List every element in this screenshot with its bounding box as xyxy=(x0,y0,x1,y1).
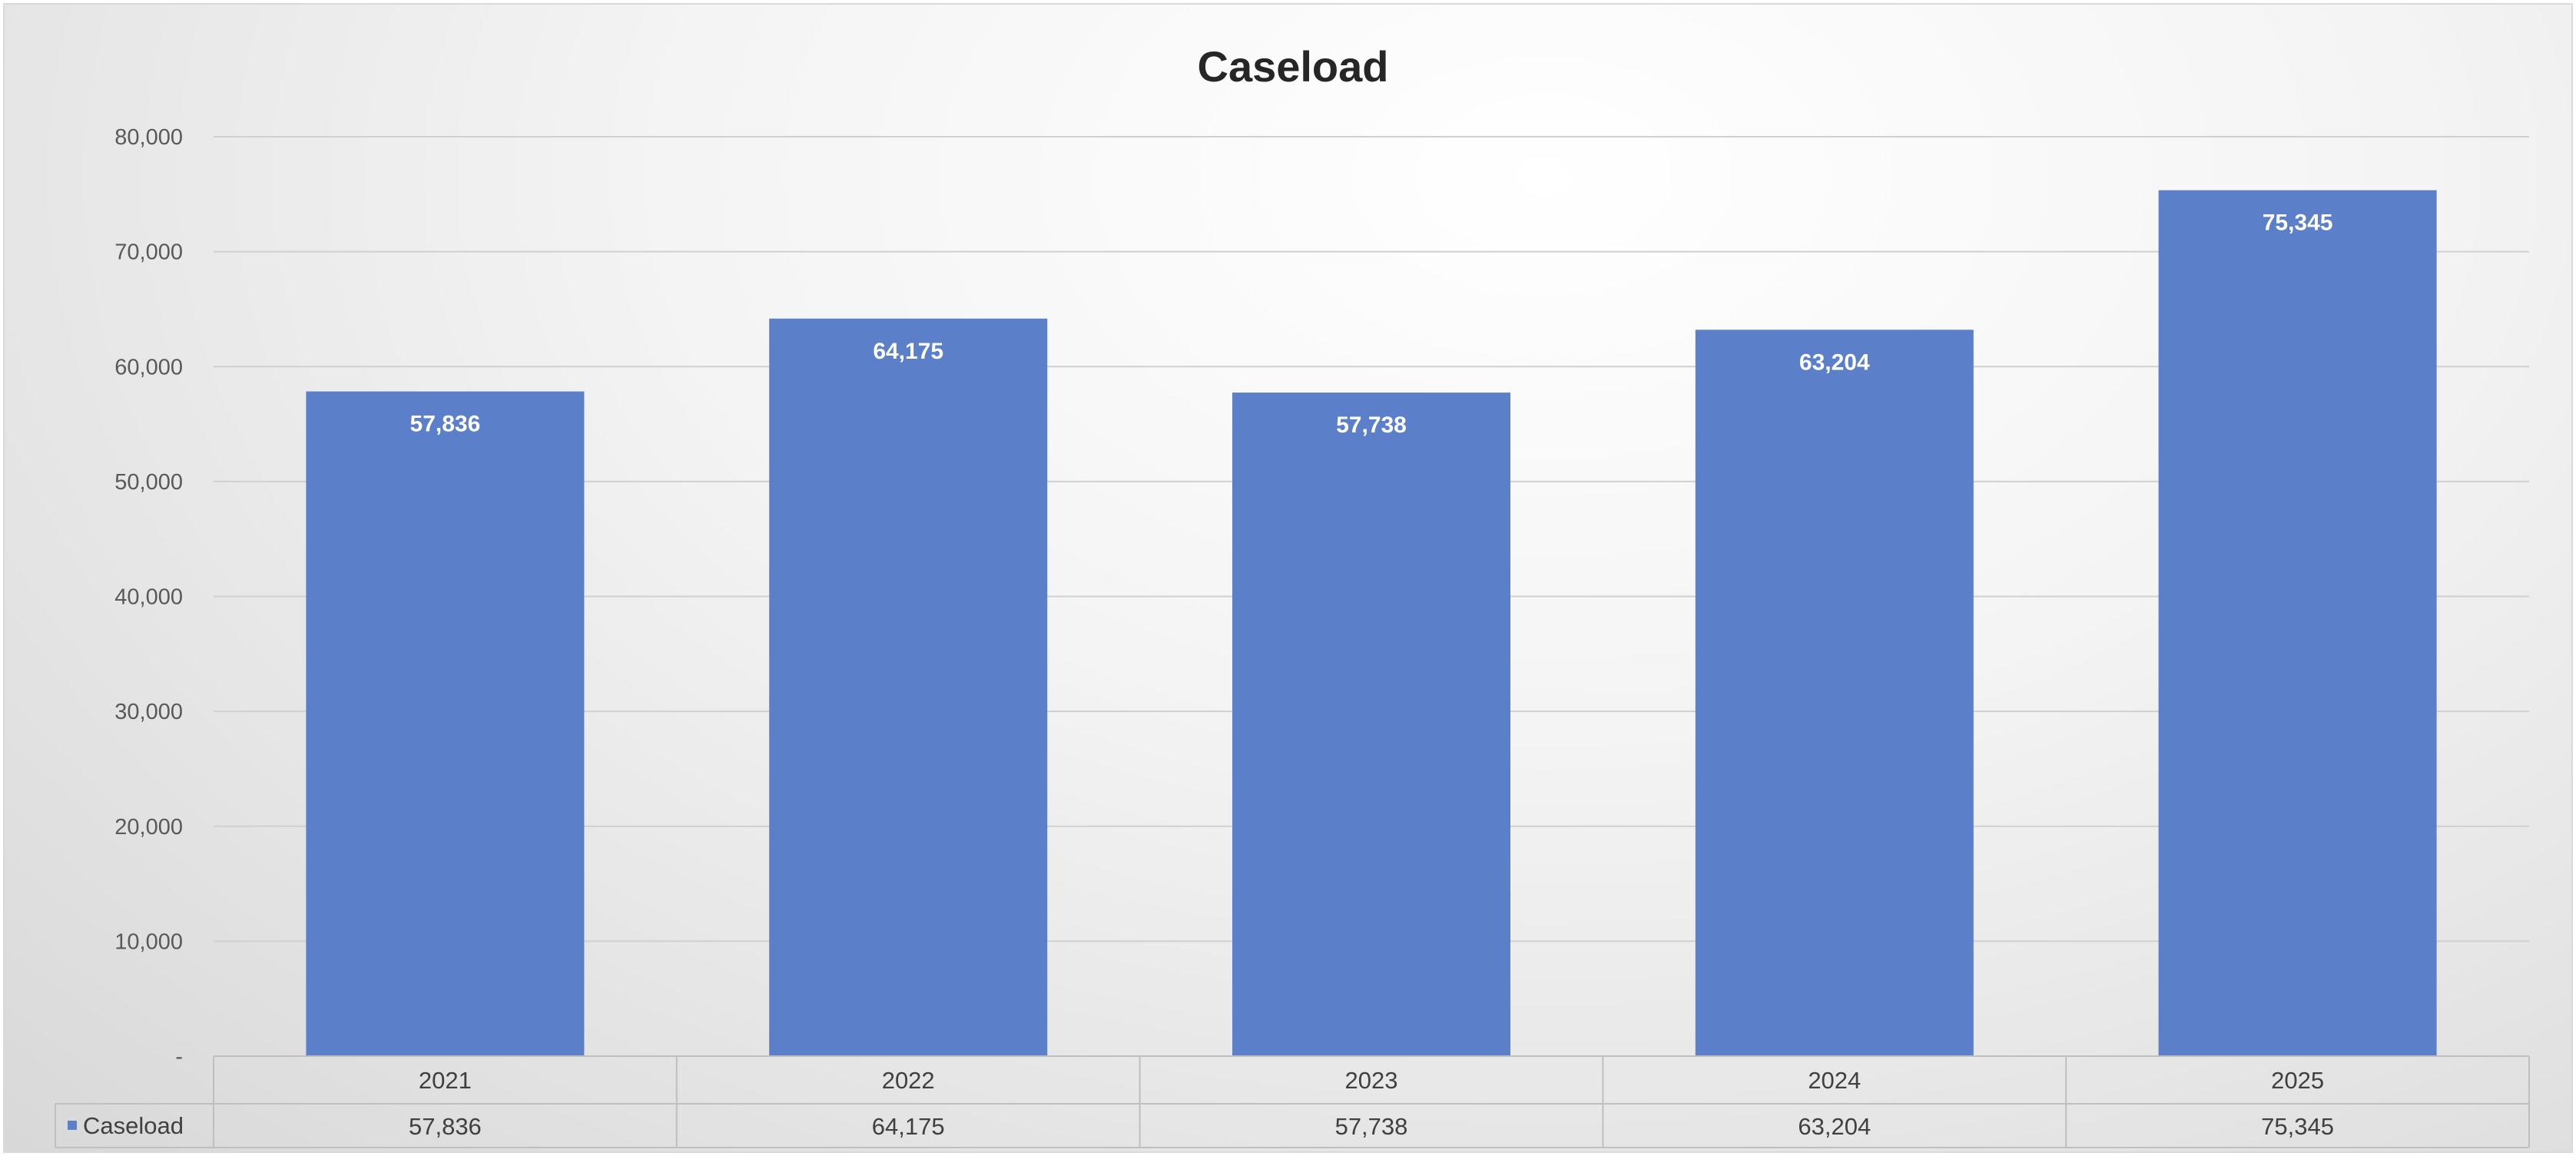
chart-title: Caseload xyxy=(1198,42,1389,91)
y-tick-label: 10,000 xyxy=(114,929,183,954)
y-tick-label: - xyxy=(175,1045,183,1069)
data-label-2021: 57,836 xyxy=(410,412,481,437)
data-table-value-2025: 75,345 xyxy=(2261,1113,2334,1140)
data-label-2023: 57,738 xyxy=(1336,412,1407,438)
y-tick-label: 80,000 xyxy=(114,125,183,150)
y-tick-label: 20,000 xyxy=(114,815,183,840)
category-label-2025: 2025 xyxy=(2271,1067,2324,1094)
data-label-2022: 64,175 xyxy=(873,339,943,364)
data-table-value-2023: 57,738 xyxy=(1335,1113,1408,1140)
bar-2025 xyxy=(2158,190,2437,1057)
bar-2021 xyxy=(306,391,585,1056)
category-label-2022: 2022 xyxy=(882,1067,935,1094)
legend-key xyxy=(68,1121,77,1130)
data-table-value-2021: 57,836 xyxy=(409,1113,482,1140)
data-label-2024: 63,204 xyxy=(1799,349,1870,375)
category-label-2024: 2024 xyxy=(1808,1067,1861,1094)
y-tick-label: 50,000 xyxy=(114,470,183,495)
category-label-2021: 2021 xyxy=(419,1067,472,1094)
data-table-value-2022: 64,175 xyxy=(872,1113,945,1140)
bar-2023 xyxy=(1232,393,1510,1056)
y-tick-label: 30,000 xyxy=(114,700,183,724)
bar-2024 xyxy=(1695,330,1974,1056)
data-label-2025: 75,345 xyxy=(2263,210,2333,236)
category-label-2023: 2023 xyxy=(1345,1067,1398,1094)
data-table-series-name: Caseload xyxy=(83,1112,184,1139)
y-tick-label: 40,000 xyxy=(114,585,183,610)
chart-area: Caseload - 10,000 20,000 30,000 40,000 50,000… xyxy=(3,3,2573,1153)
y-tick-label: 70,000 xyxy=(114,240,183,265)
bar-2022 xyxy=(769,318,1048,1056)
caseload-bar-chart: Caseload - 10,000 20,000 30,000 40,000 50,000… xyxy=(55,42,2530,1148)
y-tick-label: 60,000 xyxy=(114,355,183,379)
data-table-value-2024: 63,204 xyxy=(1798,1113,1871,1140)
